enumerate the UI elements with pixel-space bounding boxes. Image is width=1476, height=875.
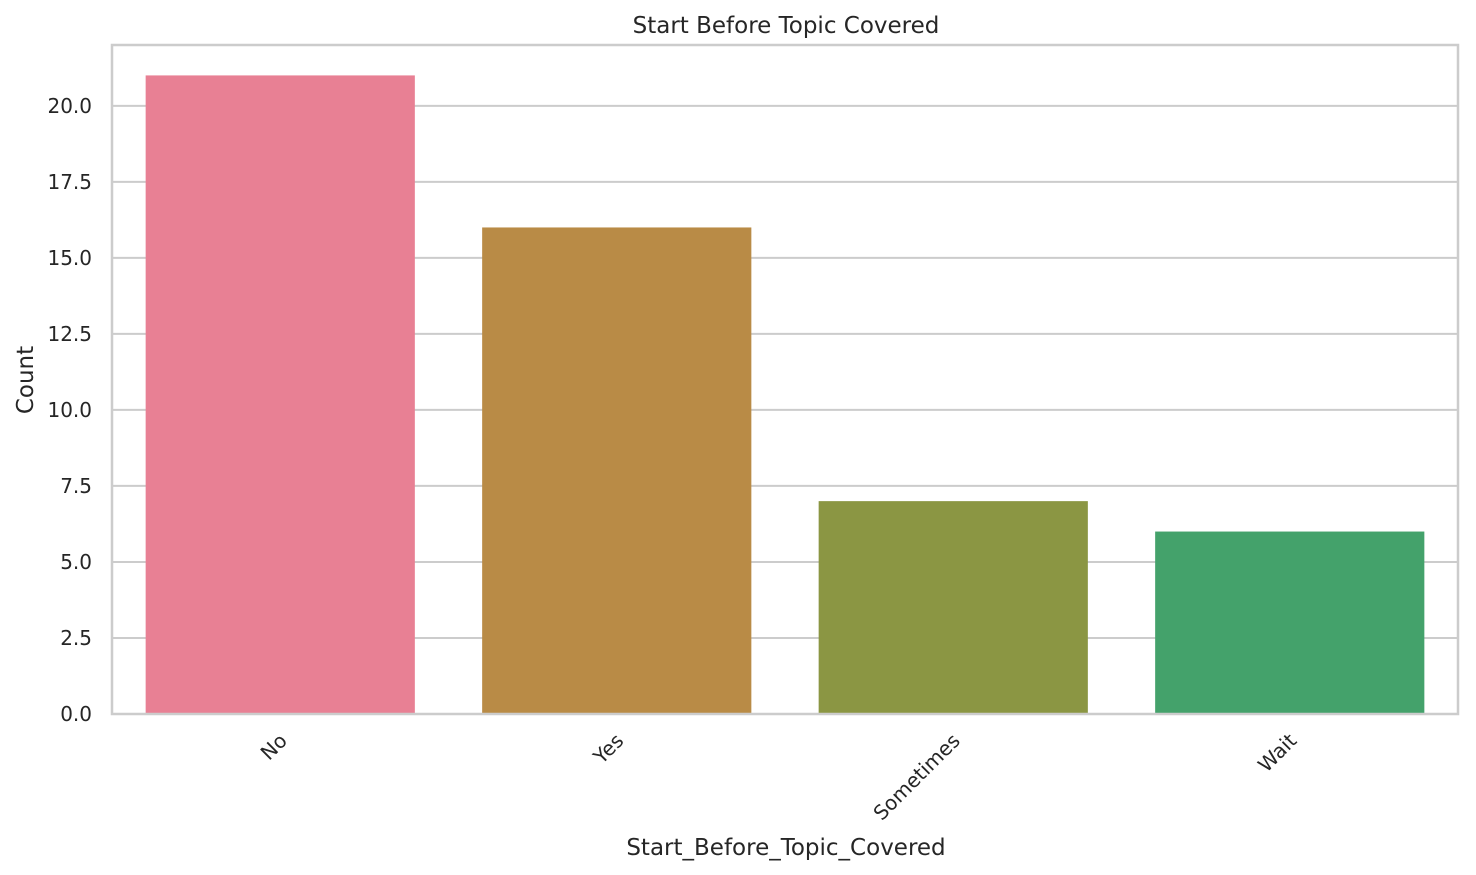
x-axis-label: Start_Before_Topic_Covered [626, 835, 945, 861]
chart-title: Start Before Topic Covered [633, 13, 940, 39]
bar-no [145, 75, 415, 715]
y-tick-label: 5.0 [60, 550, 92, 574]
y-axis-label: Count [13, 346, 39, 414]
x-tick-label: Wait [1253, 728, 1301, 776]
x-tick-label: Yes [588, 729, 629, 770]
y-tick-label: 12.5 [47, 322, 92, 346]
y-tick-labels: 0.0 2.5 5.0 7.5 10.0 12.5 15.0 17.5 20.0 [47, 94, 92, 726]
x-tick-labels: No Yes Sometimes Wait [256, 728, 1302, 825]
y-tick-label: 20.0 [47, 94, 92, 118]
y-tick-label: 10.0 [47, 398, 92, 422]
plot-frame [110, 43, 1460, 716]
bar-yes [482, 227, 752, 715]
y-tick-label: 15.0 [47, 246, 92, 270]
y-tick-label: 2.5 [60, 626, 92, 650]
bar-wait [1155, 531, 1425, 714]
x-tick-label: No [256, 729, 292, 765]
y-tick-label: 17.5 [47, 170, 92, 194]
bars [145, 75, 1425, 715]
bar-sometimes [818, 501, 1088, 714]
x-tick-label: Sometimes [868, 729, 964, 825]
y-tick-label: 7.5 [60, 474, 92, 498]
y-tick-label: 0.0 [60, 702, 92, 726]
